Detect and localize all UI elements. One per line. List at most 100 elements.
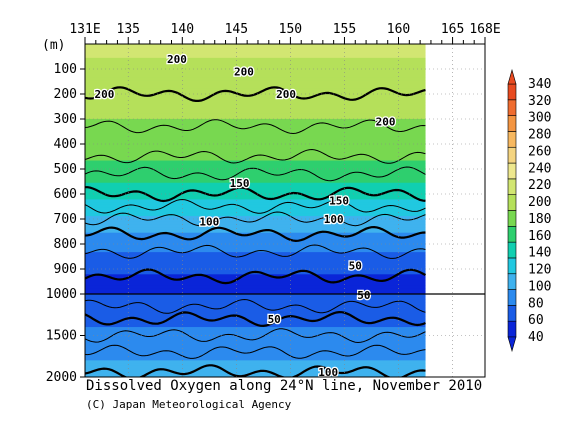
section-band xyxy=(85,99,426,103)
contour-label: 50 xyxy=(349,259,362,272)
contour-line xyxy=(85,119,426,135)
section-band xyxy=(85,352,426,356)
colorbar-label: 320 xyxy=(528,94,551,109)
section-band xyxy=(85,66,426,70)
colorbar-segment xyxy=(507,273,517,290)
section-band xyxy=(85,299,426,303)
contour-label: 150 xyxy=(329,194,349,207)
section-band xyxy=(85,207,426,212)
section-band xyxy=(85,340,426,345)
colorbar-segment xyxy=(507,320,517,338)
section-band xyxy=(85,290,426,295)
colorbar-extend-min xyxy=(507,336,517,353)
section-band xyxy=(85,365,426,370)
section-band xyxy=(85,93,426,98)
x-tick-label: 131E xyxy=(69,22,100,37)
section-band xyxy=(85,324,426,328)
section-band xyxy=(85,216,426,220)
y-tick-label: 500 xyxy=(54,162,77,177)
section-band xyxy=(85,232,426,237)
colorbar-segment xyxy=(507,115,517,132)
y-tick-label: 1500 xyxy=(46,329,77,344)
colorbar-segment xyxy=(507,146,517,164)
section-band xyxy=(85,130,426,134)
section-band xyxy=(85,105,426,109)
section-band xyxy=(85,360,426,364)
x-tick-label: 168E xyxy=(469,22,500,37)
section-band xyxy=(85,329,426,334)
section-band xyxy=(85,363,426,367)
section-band xyxy=(85,229,426,234)
section-band xyxy=(85,118,426,123)
contour-label: 200 xyxy=(167,53,187,66)
y-tick-label: 2000 xyxy=(46,370,77,385)
colorbar-label: 220 xyxy=(528,178,551,193)
contour-line xyxy=(85,344,426,359)
x-tick-label: 135 xyxy=(117,22,140,37)
colorbar-label: 340 xyxy=(528,77,551,92)
section-band xyxy=(85,218,426,223)
section-band xyxy=(85,246,426,250)
contour-label: 100 xyxy=(324,213,344,226)
colorbar-label: 140 xyxy=(528,246,551,261)
section-band xyxy=(85,113,426,117)
colorbar-segment xyxy=(507,226,517,243)
section-band xyxy=(85,204,426,209)
section-band xyxy=(85,182,426,187)
section-band xyxy=(85,155,426,159)
section-band xyxy=(85,354,426,359)
chart-title: Dissolved Oxygen along 24°N line, Novemb… xyxy=(86,378,483,394)
section-band xyxy=(85,302,426,306)
colorbar-segment xyxy=(507,178,517,195)
section-band xyxy=(85,227,426,231)
colorbar-label: 40 xyxy=(528,330,544,345)
section-band xyxy=(85,71,426,76)
section-band xyxy=(85,152,426,156)
section-band xyxy=(85,135,426,139)
contour-line xyxy=(85,244,426,259)
contour-lines xyxy=(85,86,427,377)
section-band xyxy=(85,146,426,151)
section-band xyxy=(85,199,426,203)
section-band xyxy=(85,149,426,153)
section-band xyxy=(85,52,426,56)
section-band xyxy=(85,163,426,167)
section-band xyxy=(85,318,426,323)
section-band xyxy=(85,221,426,225)
y-tick-label: 900 xyxy=(54,262,77,277)
section-band xyxy=(85,202,426,206)
colorbar-segment xyxy=(507,162,517,180)
section-band xyxy=(85,304,426,309)
y-axis-label: (m) xyxy=(42,38,65,53)
oxygen-section-fill xyxy=(85,44,426,377)
contour-line xyxy=(85,310,426,328)
x-tick-label: 155 xyxy=(333,22,356,37)
section-band xyxy=(85,177,426,181)
section-band xyxy=(85,346,426,350)
colorbar-extend-max xyxy=(507,68,517,85)
colorbar-segment xyxy=(507,241,517,259)
x-tick-label: 145 xyxy=(225,22,248,37)
section-band xyxy=(85,121,426,126)
section-band xyxy=(85,85,426,89)
section-band xyxy=(85,82,426,87)
y-tick-label: 300 xyxy=(54,112,77,127)
section-band xyxy=(85,274,426,278)
colorbar-segment xyxy=(507,305,517,322)
section-band xyxy=(85,110,426,114)
section-band xyxy=(85,57,426,62)
section-band xyxy=(85,166,426,170)
contour-line xyxy=(85,198,426,214)
section-band xyxy=(85,343,426,348)
contour-line xyxy=(85,268,427,285)
section-band xyxy=(85,243,426,248)
colorbar-segment xyxy=(507,257,517,275)
colorbar-segment xyxy=(507,194,517,211)
section-band xyxy=(85,143,426,148)
section-band xyxy=(85,213,426,217)
section-band xyxy=(85,332,426,336)
y-tick-label: 600 xyxy=(54,187,77,202)
colorbar-segment xyxy=(507,99,517,116)
section-band xyxy=(85,357,426,361)
